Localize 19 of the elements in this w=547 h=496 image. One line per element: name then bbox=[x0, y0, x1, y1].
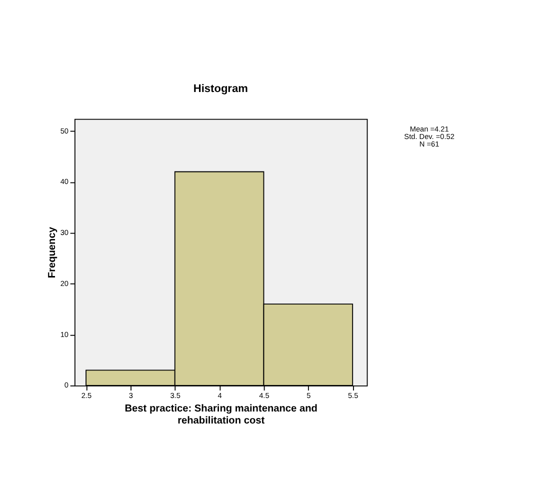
x-axis-title: Best practice: Sharing maintenance and rehabilitation cost bbox=[124, 404, 318, 427]
y-tick-label: 30 bbox=[60, 228, 68, 238]
y-tick-label: 40 bbox=[60, 177, 68, 186]
y-tick-label: 0 bbox=[64, 380, 68, 390]
y-axis-title: Frequency bbox=[46, 226, 58, 278]
x-tick-label: 3 bbox=[128, 390, 133, 400]
text: Std. Dev. =0.52 bbox=[404, 132, 454, 142]
x-tick-label: 4 bbox=[218, 390, 222, 400]
x-tick-label: 4.5 bbox=[259, 390, 270, 400]
y-tick-label: 20 bbox=[60, 278, 68, 288]
text: N =61 bbox=[419, 139, 440, 148]
x-tick-label: 3.5 bbox=[170, 390, 180, 400]
x-tick-label: 5.5 bbox=[348, 390, 358, 400]
text: Mean =4.21 bbox=[410, 124, 449, 134]
y-tick-label: 50 bbox=[60, 126, 68, 136]
y-tick-label: 10 bbox=[60, 330, 68, 339]
chart-title: Histogram bbox=[193, 83, 248, 96]
x-tick-label: 5 bbox=[306, 390, 311, 400]
x-tick-label: 2.5 bbox=[81, 390, 92, 400]
